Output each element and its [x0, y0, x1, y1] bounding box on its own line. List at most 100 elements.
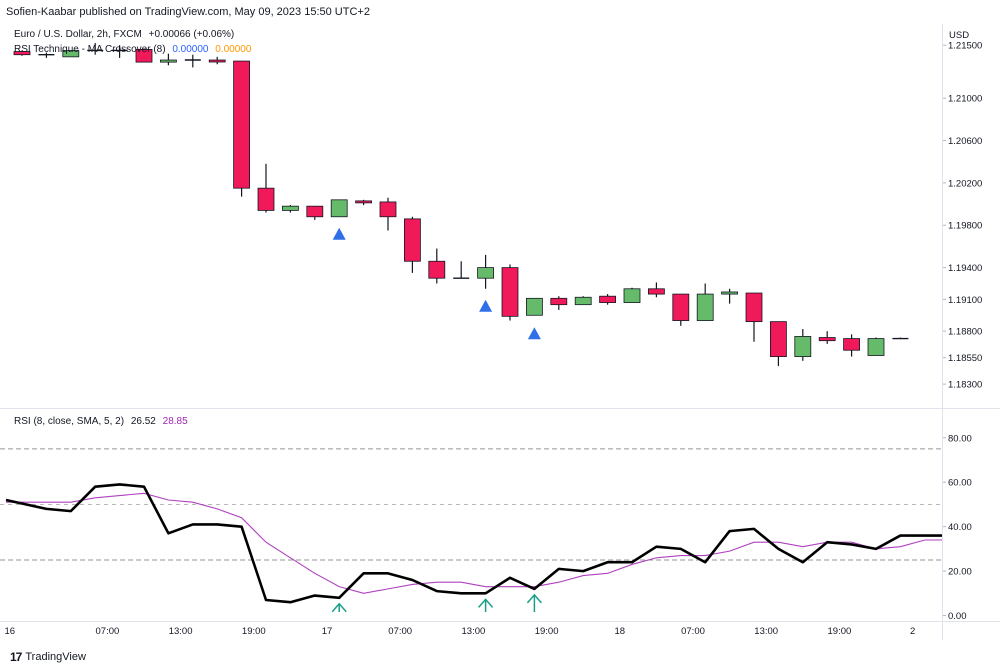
candle	[648, 282, 665, 298]
time-tick-label: 07:00	[96, 626, 120, 637]
price-tick-label: 1.18550	[948, 353, 982, 364]
candle	[794, 329, 812, 361]
rsi-value: 26.52	[130, 416, 156, 427]
signal-markers	[332, 227, 541, 340]
candle	[281, 205, 299, 213]
candle-body	[281, 205, 299, 211]
buy-signal-triangle	[479, 299, 493, 312]
price-tick-label: 1.18800	[948, 327, 982, 338]
time-tick-label: 17	[322, 626, 333, 637]
time-tick-label: 07:00	[681, 626, 705, 637]
time-tick-label: 2	[910, 626, 915, 637]
candle-body	[477, 267, 495, 279]
candle	[453, 261, 470, 279]
rsi-legend[interactable]: RSI (8, close, SMA, 5, 2) 26.52 28.85	[14, 416, 188, 427]
rsi-up-arrow	[526, 593, 542, 612]
time-tick-label: 19:00	[535, 626, 559, 637]
candle	[745, 292, 763, 342]
candle	[550, 296, 568, 310]
candle	[159, 53, 177, 66]
candle-body	[745, 292, 763, 323]
time-tick-label: 13:00	[462, 626, 486, 637]
time-tick-label: 16	[5, 626, 16, 637]
tradingview-brand[interactable]: 17 TradingView	[10, 650, 86, 664]
indicator-legend[interactable]: RSI Technique - MA Crossover (8) 0.00000…	[14, 44, 251, 55]
candle	[355, 199, 373, 206]
candle-body	[135, 49, 153, 63]
candle-body	[672, 293, 690, 321]
indicator-name: RSI Technique - MA Crossover (8)	[14, 44, 166, 55]
price-tick-label: 1.21000	[948, 94, 982, 105]
candle	[87, 43, 104, 55]
rsi-line	[5, 483, 942, 604]
candle-body	[526, 297, 543, 316]
candle	[696, 283, 714, 321]
indicator-value-2: 0.00000	[215, 44, 252, 55]
time-tick-label: 18	[615, 626, 626, 637]
candle	[13, 50, 31, 56]
candle	[477, 254, 495, 289]
candle-body	[648, 288, 665, 295]
candle	[306, 205, 324, 220]
rsi-up-arrow-head	[478, 598, 494, 608]
candle	[721, 288, 738, 304]
candle	[208, 56, 226, 65]
rsi-axis[interactable]: 0.00 20.00 40.00 60.00 80.00	[942, 433, 972, 622]
candle-body	[721, 291, 738, 295]
brand-label: TradingView	[25, 651, 86, 663]
price-tick-label: 1.18300	[948, 380, 982, 391]
candle-body	[550, 297, 568, 306]
candle-body	[13, 51, 31, 56]
price-tick-label: 1.20600	[948, 136, 982, 147]
candle	[403, 216, 421, 273]
rsi-up-arrow-head	[331, 602, 347, 613]
candle	[330, 199, 348, 218]
candle-body	[623, 288, 641, 303]
candle-body	[379, 201, 397, 218]
rsi-series	[5, 483, 942, 604]
candle-body	[403, 218, 421, 262]
indicator-value-1: 0.00000	[172, 44, 209, 55]
candle-body	[330, 199, 348, 218]
candle	[623, 287, 641, 303]
candle	[867, 337, 885, 356]
rsi-up-arrow-head	[526, 593, 542, 604]
time-tick-label: 13:00	[169, 626, 193, 637]
candle	[135, 49, 153, 63]
candle	[574, 296, 592, 306]
candle	[501, 264, 519, 321]
time-tick-label: 19:00	[828, 626, 852, 637]
candle	[892, 337, 909, 340]
candle-body	[62, 50, 80, 58]
candle	[526, 297, 543, 316]
tradingview-logo-icon: 17	[10, 650, 22, 664]
rsi-tick-label: 80.00	[948, 433, 972, 444]
candle	[379, 197, 397, 231]
candle	[818, 331, 836, 344]
time-axis[interactable]: 16 07:00 13:00 19:00 17 07:00 13:00 19:00 18 07:0…	[5, 626, 916, 637]
candle-body	[770, 321, 787, 357]
publisher-line: Sofien-Kaabar published on TradingView.c…	[6, 6, 370, 18]
candle	[184, 54, 201, 68]
candle	[62, 50, 80, 58]
symbol-change: +0.00066 (+0.06%)	[148, 29, 235, 40]
main-series-legend[interactable]: Euro / U.S. Dollar, 2h, FXCM +0.00066 (+…	[14, 29, 234, 40]
candle	[672, 293, 690, 326]
time-tick-label: 19:00	[242, 626, 266, 637]
rsi-ma-value: 28.85	[162, 416, 188, 427]
rsi-level-lines	[0, 448, 942, 561]
price-tick-label: 1.19400	[948, 263, 982, 274]
candle-body	[428, 260, 446, 279]
symbol-title: Euro / U.S. Dollar, 2h, FXCM	[14, 29, 142, 40]
rsi-name: RSI (8, close, SMA, 5, 2)	[14, 416, 125, 427]
price-axis[interactable]: 1.21500 1.21000 1.20600 1.20200 1.19800 1.194…	[942, 41, 982, 391]
candle	[770, 321, 787, 367]
price-tick-label: 1.19800	[948, 221, 982, 232]
rsi-tick-label: 0.00	[948, 611, 967, 622]
buy-signal-triangle	[332, 227, 346, 240]
candle-body	[696, 293, 714, 321]
candle	[843, 334, 860, 357]
candle-body	[867, 338, 885, 356]
candle-body	[501, 267, 519, 317]
